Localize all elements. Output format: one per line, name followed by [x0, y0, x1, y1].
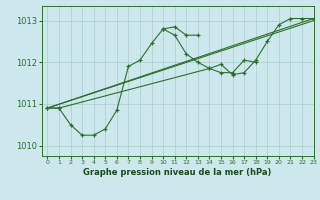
X-axis label: Graphe pression niveau de la mer (hPa): Graphe pression niveau de la mer (hPa) — [84, 168, 272, 177]
